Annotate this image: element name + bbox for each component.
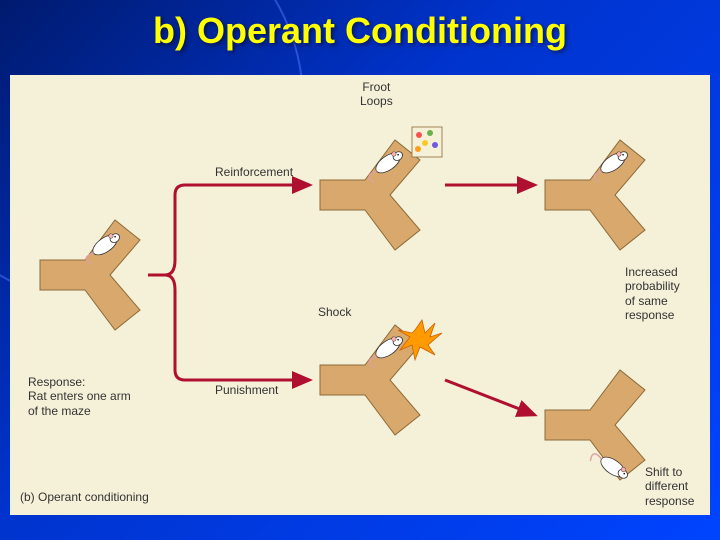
maze-top-mid — [320, 140, 420, 250]
diagram: Reinforcement Punishment FrootLoops Shoc… — [10, 75, 710, 515]
label-response: Response: Rat enters one arm of the maze — [28, 375, 131, 418]
maze-left — [40, 220, 140, 330]
arrow-reinforcement — [148, 185, 310, 275]
label-inc-prob: Increased probability of same response — [625, 265, 710, 323]
label-shock: Shock — [318, 305, 351, 319]
page-title: b) Operant Conditioning — [0, 10, 720, 52]
label-shift: Shift to different response — [645, 465, 694, 508]
arrow-bot-right — [445, 380, 535, 415]
label-caption: (b) Operant conditioning — [20, 490, 149, 504]
label-froot-loops: FrootLoops — [360, 80, 393, 109]
maze-bot-mid — [320, 325, 420, 435]
arrow-punishment — [148, 275, 310, 380]
label-punishment: Punishment — [215, 383, 278, 397]
maze-bot-right — [545, 370, 645, 480]
maze-top-right — [545, 140, 645, 250]
label-reinforcement: Reinforcement — [215, 165, 293, 179]
